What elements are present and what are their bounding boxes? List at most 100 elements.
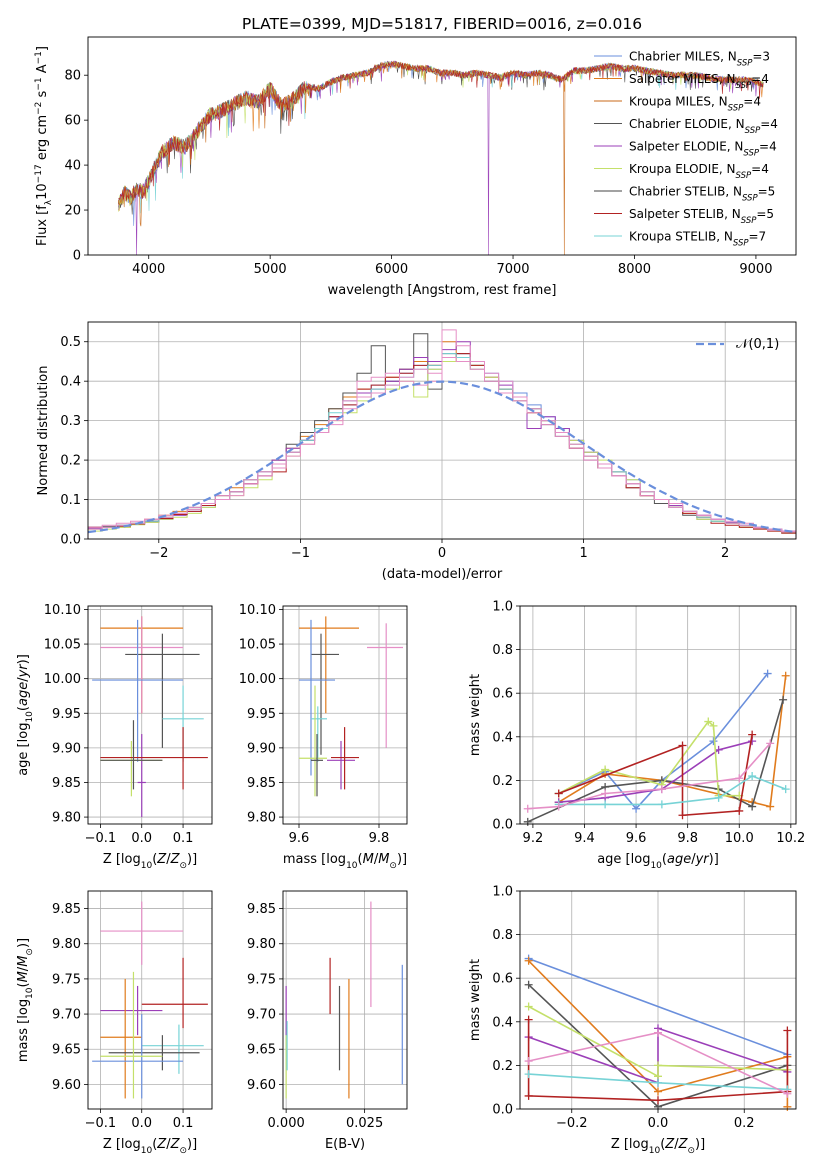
legend-entry: Salpeter MILES, NSSP=4 <box>629 72 769 91</box>
age_vs_mass-xlabel-part: M <box>378 852 389 867</box>
weight-marker <box>601 765 610 774</box>
y-tick-label: 10.05 <box>44 638 81 653</box>
spectrum-ylabel-part: A <box>35 64 50 77</box>
x-tick-label: 5000 <box>254 262 287 277</box>
residuals-ylabel: Normed distribution <box>36 366 51 496</box>
y-tick-label: 0.8 <box>492 643 513 658</box>
legend-text: Salpeter MILES, N <box>629 72 736 86</box>
mass_vs_Z-ylabel-part: 10 <box>25 987 35 999</box>
y-tick-label: 10.10 <box>239 603 276 618</box>
mass_vs_Z-xlabel-part: ( <box>152 1137 157 1152</box>
spectrum-ylabel: Flux [fλ10−17 erg cm−2 s−1 A−1] <box>34 46 54 246</box>
legend-sub: SSP <box>743 149 759 159</box>
y-tick-label: 1.0 <box>492 600 513 615</box>
weight-marker <box>678 811 687 820</box>
mass_vs_Z-ylabel-part: ( <box>16 982 31 987</box>
age_vs_Z-ylabel-part: ( <box>16 706 31 711</box>
y-tick-label: 1.0 <box>492 885 513 900</box>
weight-marker <box>523 817 532 826</box>
legend-value: =3 <box>752 50 770 64</box>
weight-marker <box>524 1002 533 1011</box>
mass_weight_vs_Z-xlabel-part: 10 <box>649 1146 661 1156</box>
x-tick-label: 10.0 <box>725 831 754 846</box>
weight-marker <box>678 741 687 750</box>
mass_vs_Z-xlabel-part: Z <box>156 1137 167 1152</box>
age_vs_Z-xlabel-part: / <box>166 852 171 867</box>
weight-line <box>528 1027 788 1084</box>
legend-entry: Salpeter STELIB, NSSP=5 <box>629 207 774 226</box>
age_vs_Z-ylabel-part: yr <box>16 663 31 679</box>
weight-marker <box>657 785 666 794</box>
legend-text: Kroupa MILES, N <box>629 95 728 109</box>
mass_vs_Z-xlabel-part: 10 <box>141 1146 153 1156</box>
weight-line <box>558 673 769 810</box>
mass_weight_vs_age-xlabel-part: yr <box>695 852 711 867</box>
legend-text: Chabrier STELIB, N <box>629 185 742 199</box>
y-tick-label: 0.5 <box>60 335 81 350</box>
x-tick-label: −1 <box>291 546 310 561</box>
mass_weight_vs_age-xlabel-part: )] <box>709 852 719 867</box>
mass-vs-EBV-xlabel: E(B-V) <box>325 1137 365 1152</box>
legend-value: =4 <box>743 95 761 109</box>
x-tick-label: 9.6 <box>626 831 647 846</box>
y-tick-label: 0.4 <box>60 375 81 390</box>
y-tick-label: 9.90 <box>52 741 81 756</box>
y-tick-label: 9.65 <box>247 1043 276 1058</box>
weight-line <box>528 1005 788 1078</box>
x-tick-label: 0.1 <box>173 1116 194 1131</box>
legend-entry: Kroupa STELIB, NSSP=7 <box>629 230 766 249</box>
age_vs_Z-ylabel-part: )] <box>16 654 31 664</box>
axes-frame <box>87 890 213 1110</box>
spectrum-line <box>118 60 764 256</box>
spectrum-line <box>118 62 764 256</box>
y-tick-label: 0.2 <box>492 774 513 789</box>
mass_weight_vs_Z-ylabel: mass weight <box>468 959 483 1041</box>
legend-entry: Kroupa ELODIE, NSSP=4 <box>629 162 769 181</box>
y-tick-label: 40 <box>64 159 81 174</box>
spectrum-ylabel-part: erg cm <box>35 115 50 164</box>
weight-marker <box>714 793 723 802</box>
x-tick-label: 7000 <box>496 262 529 277</box>
weight-marker <box>657 800 666 809</box>
spectrum-ylabel-part: −17 <box>34 164 44 183</box>
mass_vs_Z-xlabel-part: Z <box>170 1137 181 1152</box>
legend-text: Salpeter STELIB, N <box>629 207 741 221</box>
age_vs_mass-xlabel-part: ⊙ <box>389 861 397 871</box>
age_vs_Z-ylabel-part: age [log <box>16 723 31 776</box>
y-tick-label: 0.2 <box>60 454 81 469</box>
legend-text: Kroupa STELIB, N <box>629 230 733 244</box>
x-tick-label: −0.2 <box>556 1116 588 1131</box>
mass-weight-vs-Z-panel: −0.2 0.0 0.20.00.20.40.60.81.0Z [log10(Z/Z… <box>468 885 797 1156</box>
y-tick-label: 10.00 <box>239 672 276 687</box>
y-tick-label: 0.6 <box>492 972 513 987</box>
spectrum-xlabel: wavelength [Angstrom, rest frame] <box>328 283 557 298</box>
y-tick-label: 9.85 <box>247 902 276 917</box>
legend-value: =5 <box>756 207 774 221</box>
weight-line <box>558 775 786 806</box>
legend-entry: Kroupa MILES, NSSP=4 <box>629 95 761 114</box>
weight-marker <box>763 669 772 678</box>
weight-marker <box>735 806 744 815</box>
x-tick-label: 1 <box>579 546 587 561</box>
legend-sub: SSP <box>736 171 752 181</box>
weight-marker <box>783 1102 792 1111</box>
y-tick-label: 9.85 <box>247 776 276 791</box>
y-tick-label: 9.95 <box>247 707 276 722</box>
age_vs_Z-xlabel-part: Z [log <box>103 852 141 867</box>
y-tick-label: 10.05 <box>239 638 276 653</box>
y-tick-label: 20 <box>64 204 81 219</box>
x-tick-label: 0.000 <box>268 1116 305 1131</box>
weight-line <box>558 740 753 803</box>
mass_weight_vs_age-xlabel-part: age [log <box>597 852 650 867</box>
mass_weight_vs_age-xlabel-part: ( <box>662 852 667 867</box>
weight-marker <box>654 1078 662 1087</box>
weight-marker <box>524 980 533 989</box>
y-tick-label: 0.6 <box>492 687 513 702</box>
x-tick-label: −0.1 <box>85 831 117 846</box>
weight-marker <box>748 772 757 781</box>
legend-entry: Salpeter ELODIE, NSSP=4 <box>629 140 777 159</box>
axes-frame <box>87 605 213 825</box>
legend-text: Chabrier ELODIE, N <box>629 117 745 131</box>
x-tick-label: 0.0 <box>648 1116 669 1131</box>
